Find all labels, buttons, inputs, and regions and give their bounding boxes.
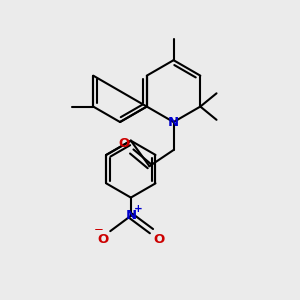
Text: +: + (134, 204, 142, 214)
Text: N: N (125, 209, 136, 222)
Text: N: N (168, 116, 179, 128)
Text: O: O (98, 232, 109, 246)
Text: −: − (94, 223, 104, 236)
Text: O: O (153, 232, 164, 246)
Text: O: O (118, 137, 129, 150)
